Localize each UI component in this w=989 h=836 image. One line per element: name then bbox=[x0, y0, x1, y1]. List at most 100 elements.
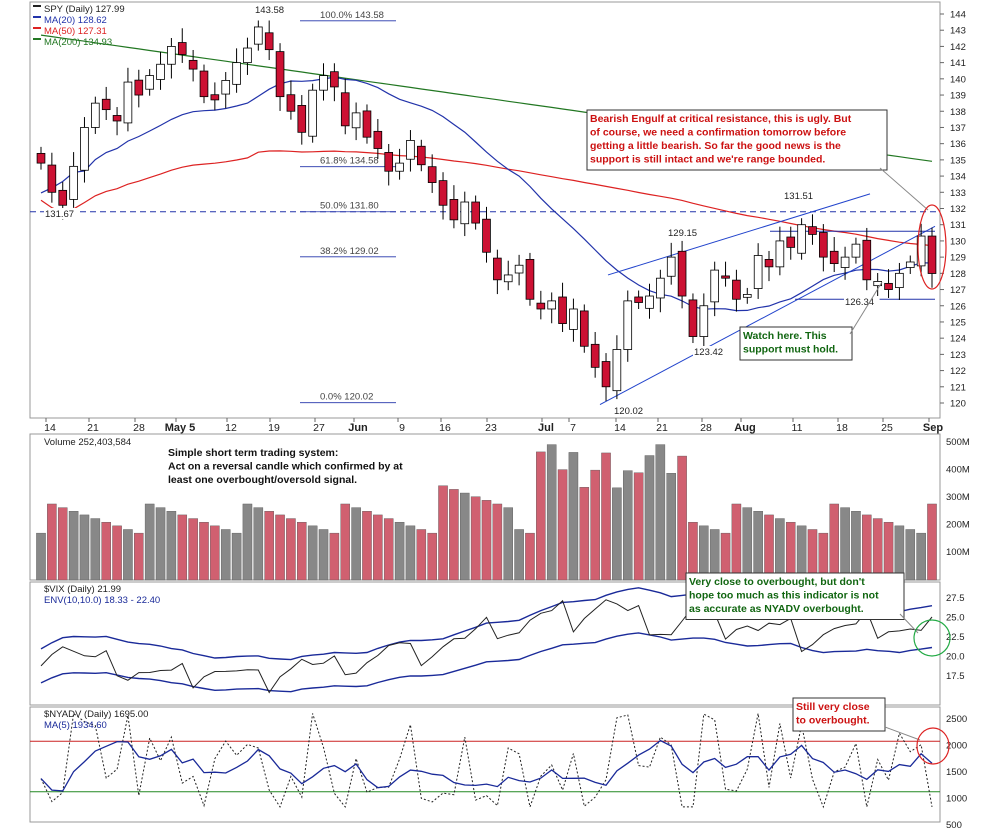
note-bearish-box bbox=[586, 109, 888, 171]
vix-y-tick: 25.0 bbox=[946, 613, 965, 624]
candle-down bbox=[634, 296, 643, 303]
volume-bar bbox=[79, 514, 90, 581]
candle-down bbox=[36, 152, 46, 164]
volume-bar bbox=[166, 511, 177, 581]
price-y-tick: 139 bbox=[950, 91, 966, 102]
vix-y-tick: 22.5 bbox=[946, 632, 965, 643]
candle-down bbox=[286, 94, 296, 112]
candle-down bbox=[384, 152, 394, 172]
vix-y-tick: 20.0 bbox=[946, 652, 965, 663]
candle-down bbox=[112, 115, 122, 122]
candle-up bbox=[145, 75, 154, 90]
volume-note-line: least one overbought/oversold signal. bbox=[168, 474, 357, 486]
price-y-tick: 131 bbox=[950, 220, 966, 231]
volume-bar bbox=[242, 503, 253, 581]
volume-bar bbox=[68, 511, 79, 581]
x-axis-label: Jul bbox=[538, 422, 554, 434]
x-axis-label: 28 bbox=[700, 422, 712, 434]
volume-bar bbox=[90, 518, 101, 581]
volume-bar bbox=[840, 507, 850, 581]
candle-up bbox=[91, 102, 100, 128]
volume-legend: Volume 252,403,584 bbox=[44, 437, 131, 448]
volume-bar bbox=[231, 532, 242, 581]
candle-down bbox=[275, 51, 285, 98]
candle-down bbox=[373, 130, 383, 149]
price-y-tick: 121 bbox=[950, 382, 966, 393]
volume-bar bbox=[351, 507, 361, 581]
volume-bar bbox=[188, 518, 198, 581]
note-watch-line: support must hold. bbox=[743, 344, 838, 356]
candle-down bbox=[688, 299, 698, 337]
volume-bar bbox=[579, 487, 590, 581]
candle-down bbox=[525, 258, 535, 300]
volume-bar bbox=[112, 525, 122, 581]
volume-bar bbox=[927, 503, 937, 581]
x-axis-label: Sep bbox=[923, 422, 943, 434]
vix-legend: $VIX (Daily) 21.99 bbox=[44, 584, 121, 595]
nyadv-y-tick: 1000 bbox=[946, 794, 967, 805]
candle-up bbox=[547, 300, 557, 310]
volume-bar bbox=[796, 525, 807, 581]
volume-bar bbox=[210, 525, 220, 581]
volume-bar bbox=[677, 455, 687, 581]
pointer-line bbox=[849, 281, 883, 335]
candle-down bbox=[297, 105, 307, 133]
volume-bar bbox=[536, 451, 546, 581]
price-label: 129.15 bbox=[668, 228, 697, 239]
volume-bar bbox=[449, 489, 459, 581]
note-vix-box bbox=[685, 572, 905, 620]
price-y-tick: 124 bbox=[950, 334, 966, 345]
candle-down bbox=[786, 236, 796, 248]
volume-bar bbox=[481, 500, 492, 581]
candle-down bbox=[362, 110, 372, 138]
candle-down bbox=[416, 145, 426, 166]
nyadv-y-tick: 2500 bbox=[946, 714, 967, 725]
legend-swatch bbox=[33, 16, 41, 18]
fib-label: 0.0% 120.02 bbox=[320, 392, 373, 403]
volume-bar bbox=[177, 514, 188, 581]
volume-y-tick: 400M bbox=[946, 465, 970, 476]
candle-down bbox=[47, 164, 57, 193]
candle-up bbox=[123, 81, 133, 124]
volume-bar bbox=[655, 444, 666, 581]
x-axis-label: 12 bbox=[225, 422, 237, 434]
price-y-tick: 134 bbox=[950, 172, 966, 183]
x-axis-label: 9 bbox=[399, 422, 405, 434]
volume-bar bbox=[807, 529, 818, 581]
x-axis-label: May 5 bbox=[165, 422, 196, 434]
volume-bar bbox=[318, 529, 329, 581]
x-axis-label: Aug bbox=[734, 422, 755, 434]
nyadv-ma5-line bbox=[40, 739, 933, 792]
volume-bar bbox=[851, 511, 861, 581]
nyadv-y-tick: 2000 bbox=[946, 741, 967, 752]
nyadv-legend: $NYADV (Daily) 1695.00 bbox=[44, 709, 148, 720]
candle-down bbox=[819, 232, 828, 258]
candle-up bbox=[156, 63, 165, 80]
volume-bar bbox=[144, 503, 155, 581]
volume-bar bbox=[383, 518, 394, 581]
candle-down bbox=[210, 94, 220, 101]
x-axis-label: 19 bbox=[268, 422, 280, 434]
price-y-tick: 127 bbox=[950, 285, 966, 296]
candle-up bbox=[69, 165, 78, 200]
price-label: 126.34 bbox=[845, 297, 874, 308]
volume-note-line: Act on a reversal candle which confirmed… bbox=[168, 461, 403, 473]
price-y-tick: 126 bbox=[950, 301, 966, 312]
volume-bar bbox=[340, 503, 351, 581]
price-y-tick: 125 bbox=[950, 317, 966, 328]
candle-up bbox=[699, 305, 709, 337]
volume-bar bbox=[275, 514, 285, 581]
candle-down bbox=[471, 201, 480, 224]
candle-down bbox=[134, 79, 144, 96]
volume-bar bbox=[427, 532, 437, 581]
note-vix-line: Very close to overbought, but don't bbox=[689, 576, 865, 588]
nyadv-line bbox=[40, 712, 933, 809]
x-axis-label: 7 bbox=[570, 422, 576, 434]
candle-down bbox=[927, 235, 937, 274]
legend-entry: SPY (Daily) 127.99 bbox=[44, 4, 125, 15]
note-vix-line: hope too much as this indicator is not bbox=[689, 590, 879, 602]
volume-bar bbox=[546, 444, 557, 581]
volume-bar bbox=[514, 529, 524, 581]
note-nyadv-line: Still very close bbox=[796, 701, 870, 713]
